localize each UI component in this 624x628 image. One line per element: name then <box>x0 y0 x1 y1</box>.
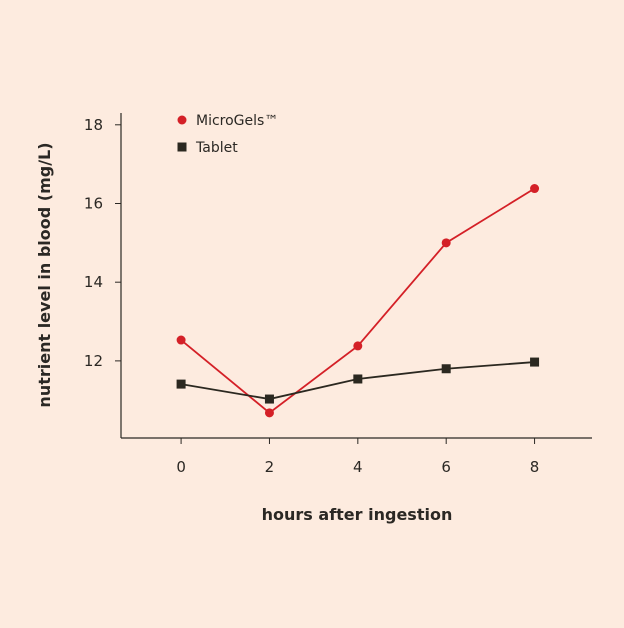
data-point-microgels <box>353 341 363 351</box>
y-tick-label: 14 <box>84 273 103 291</box>
x-tick-label: 6 <box>441 458 451 476</box>
x-tick-label: 2 <box>265 458 275 476</box>
data-point-tablet <box>353 374 363 384</box>
data-point-microgels <box>264 408 274 418</box>
y-tick-label: 12 <box>84 352 103 370</box>
data-point-tablet <box>530 357 540 367</box>
x-tick-label: 0 <box>176 458 186 476</box>
data-point-microgels <box>530 184 540 194</box>
legend-marker-microgels <box>177 115 187 125</box>
legend-label-tablet: Tablet <box>195 140 238 156</box>
y-axis-label: nutrient level in blood (mg/L) <box>35 142 54 407</box>
legend: MicroGels™ Tablet <box>177 113 278 156</box>
x-axis-label: hours after ingestion <box>262 505 453 524</box>
data-point-tablet <box>441 364 451 374</box>
legend-label-microgels: MicroGels™ <box>196 113 278 129</box>
y-tick-label: 16 <box>84 194 103 212</box>
x-tick-label: 4 <box>353 458 363 476</box>
y-tick-label: 18 <box>84 116 103 134</box>
data-point-tablet <box>264 394 274 404</box>
data-point-tablet <box>176 379 186 389</box>
data-point-microgels <box>176 335 186 345</box>
data-point-microgels <box>441 238 451 248</box>
legend-marker-tablet <box>177 142 187 152</box>
x-tick-label: 8 <box>530 458 540 476</box>
